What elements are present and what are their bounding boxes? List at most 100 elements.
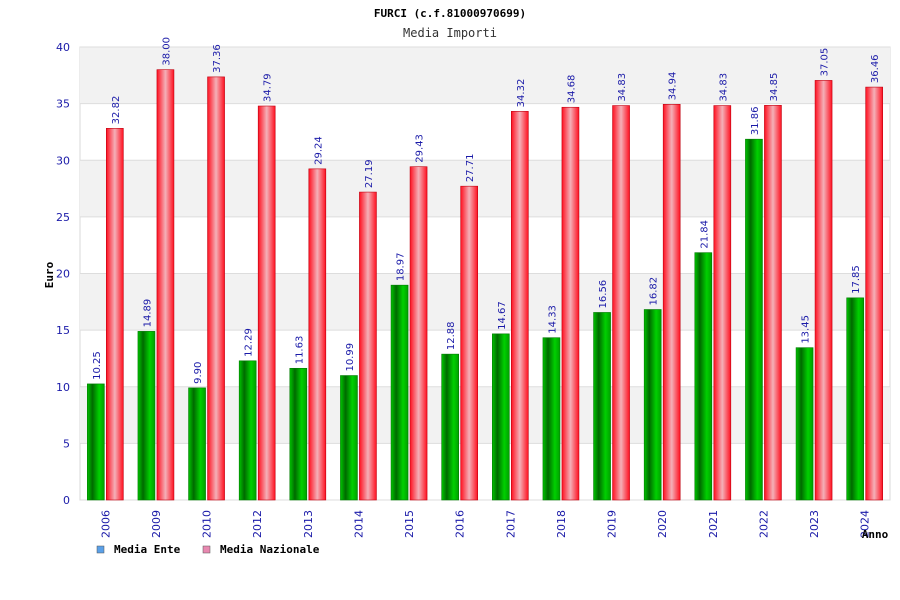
bar-media-ente bbox=[745, 138, 763, 501]
bar-value-label: 18.97 bbox=[396, 253, 407, 282]
bar-value-label: 17.85 bbox=[851, 265, 862, 294]
x-tick-label: 2015 bbox=[403, 510, 416, 538]
bar-media-nazionale bbox=[865, 86, 883, 501]
bar-value-label: 10.25 bbox=[92, 351, 103, 380]
bar-media-nazionale bbox=[257, 105, 276, 501]
bar-value-label: 37.36 bbox=[212, 44, 223, 73]
bar-value-label: 27.71 bbox=[465, 154, 476, 183]
x-tick-label: 2006 bbox=[99, 510, 112, 538]
chart-subtitle: Media Importi bbox=[403, 26, 497, 40]
bar-media-ente bbox=[846, 297, 864, 501]
bar-value-label: 13.45 bbox=[801, 315, 812, 344]
x-tick-label: 2014 bbox=[352, 510, 365, 538]
bar-value-label: 34.85 bbox=[769, 73, 780, 102]
bar-media-ente bbox=[492, 333, 510, 501]
x-tick-label: 2009 bbox=[150, 510, 163, 538]
bar-media-ente bbox=[238, 360, 257, 501]
bar-media-nazionale bbox=[662, 104, 681, 501]
bar-media-nazionale bbox=[308, 168, 327, 501]
bar-value-label: 37.05 bbox=[820, 48, 831, 77]
bar-media-ente bbox=[390, 284, 409, 501]
bar-media-nazionale bbox=[764, 105, 782, 501]
bar-value-label: 21.84 bbox=[699, 220, 710, 249]
y-tick-label: 40 bbox=[56, 41, 70, 54]
x-axis-ticks: 2006 2009 2010 2012 2013 2014 2015 2016 2017 2018… bbox=[99, 510, 871, 538]
x-tick-label: 2010 bbox=[201, 510, 214, 538]
bar-value-label: 34.83 bbox=[617, 73, 628, 102]
bar-value-label: 12.88 bbox=[446, 321, 457, 350]
x-tick-label: 2020 bbox=[656, 510, 669, 538]
bar-value-label: 34.94 bbox=[668, 72, 679, 101]
y-tick-label: 20 bbox=[56, 268, 70, 281]
bar-media-ente bbox=[694, 252, 713, 501]
x-tick-label: 2023 bbox=[808, 510, 821, 538]
bar-value-label: 10.99 bbox=[345, 343, 356, 372]
x-tick-label: 2021 bbox=[707, 510, 720, 538]
bar-media-nazionale bbox=[511, 111, 529, 501]
chart-title: FURCI (c.f.81000970699) bbox=[374, 7, 526, 20]
bar-media-nazionale bbox=[612, 105, 630, 501]
bar-media-nazionale bbox=[561, 106, 580, 501]
bar-value-label: 29.24 bbox=[313, 136, 324, 165]
x-tick-label: 2017 bbox=[504, 510, 517, 538]
y-tick-label: 35 bbox=[56, 98, 70, 111]
x-tick-label: 2012 bbox=[251, 510, 264, 538]
legend-swatch bbox=[96, 545, 105, 554]
bar-value-label: 36.46 bbox=[870, 54, 881, 83]
bar-value-label: 27.19 bbox=[364, 159, 375, 188]
x-axis-label: Anno bbox=[862, 528, 889, 541]
y-tick-label: 15 bbox=[56, 324, 70, 337]
bar-value-label: 34.83 bbox=[718, 73, 729, 102]
bar-media-ente bbox=[441, 353, 459, 501]
bar-value-label: 34.32 bbox=[516, 79, 527, 108]
bar-value-label: 9.90 bbox=[193, 362, 204, 384]
bar-value-label: 31.86 bbox=[750, 107, 761, 136]
legend-swatch bbox=[202, 545, 211, 554]
bars-group bbox=[87, 69, 883, 501]
bar-value-label: 14.33 bbox=[547, 305, 558, 334]
y-axis-ticks: 0 5 10 15 20 25 30 35 40 bbox=[56, 41, 70, 507]
x-tick-label: 2019 bbox=[606, 510, 619, 538]
bar-value-label: 14.89 bbox=[142, 299, 153, 328]
bar-media-ente bbox=[593, 312, 611, 501]
x-tick-label: 2013 bbox=[302, 510, 315, 538]
bar-media-ente bbox=[289, 367, 308, 501]
bar-media-ente bbox=[188, 387, 206, 501]
bar-media-nazionale bbox=[359, 191, 377, 501]
bar-value-label: 11.63 bbox=[294, 336, 305, 365]
bar-media-nazionale bbox=[156, 69, 175, 501]
y-tick-label: 5 bbox=[63, 437, 70, 450]
bar-value-label: 32.82 bbox=[111, 96, 122, 125]
bar-value-label: 16.56 bbox=[598, 280, 609, 309]
bar-media-ente bbox=[137, 331, 156, 501]
bar-media-ente bbox=[643, 309, 662, 501]
y-tick-label: 10 bbox=[56, 381, 70, 394]
bar-value-label: 16.82 bbox=[649, 277, 660, 306]
y-tick-label: 30 bbox=[56, 154, 70, 167]
bar-media-nazionale bbox=[814, 80, 833, 501]
bar-media-nazionale bbox=[207, 76, 225, 501]
legend: Media Ente Media Nazionale bbox=[96, 543, 320, 556]
legend-label: Media Ente bbox=[114, 543, 181, 556]
bar-media-ente bbox=[87, 383, 105, 501]
bar-value-label: 14.67 bbox=[497, 301, 508, 330]
bar-labels-group: 10.25 32.82 14.89 38.00 9.90 37.36 12.29 34.79 1… bbox=[92, 37, 881, 384]
bar-media-ente bbox=[340, 375, 358, 501]
bar-media-ente bbox=[795, 347, 814, 501]
legend-label: Media Nazionale bbox=[220, 543, 320, 556]
y-tick-label: 25 bbox=[56, 211, 70, 224]
bar-value-label: 34.68 bbox=[566, 75, 577, 104]
bar-media-nazionale bbox=[460, 185, 478, 501]
bar-value-label: 34.79 bbox=[263, 73, 274, 102]
y-tick-label: 0 bbox=[63, 494, 70, 507]
y-axis-label: Euro bbox=[43, 261, 56, 288]
x-tick-label: 2024 bbox=[859, 510, 872, 538]
bar-value-label: 12.29 bbox=[244, 328, 255, 357]
x-tick-label: 2016 bbox=[454, 510, 467, 538]
bar-media-nazionale bbox=[106, 128, 124, 501]
bar-value-label: 38.00 bbox=[161, 37, 172, 66]
x-tick-label: 2018 bbox=[555, 510, 568, 538]
bar-value-label: 29.43 bbox=[415, 134, 426, 163]
x-tick-label: 2022 bbox=[757, 510, 770, 538]
